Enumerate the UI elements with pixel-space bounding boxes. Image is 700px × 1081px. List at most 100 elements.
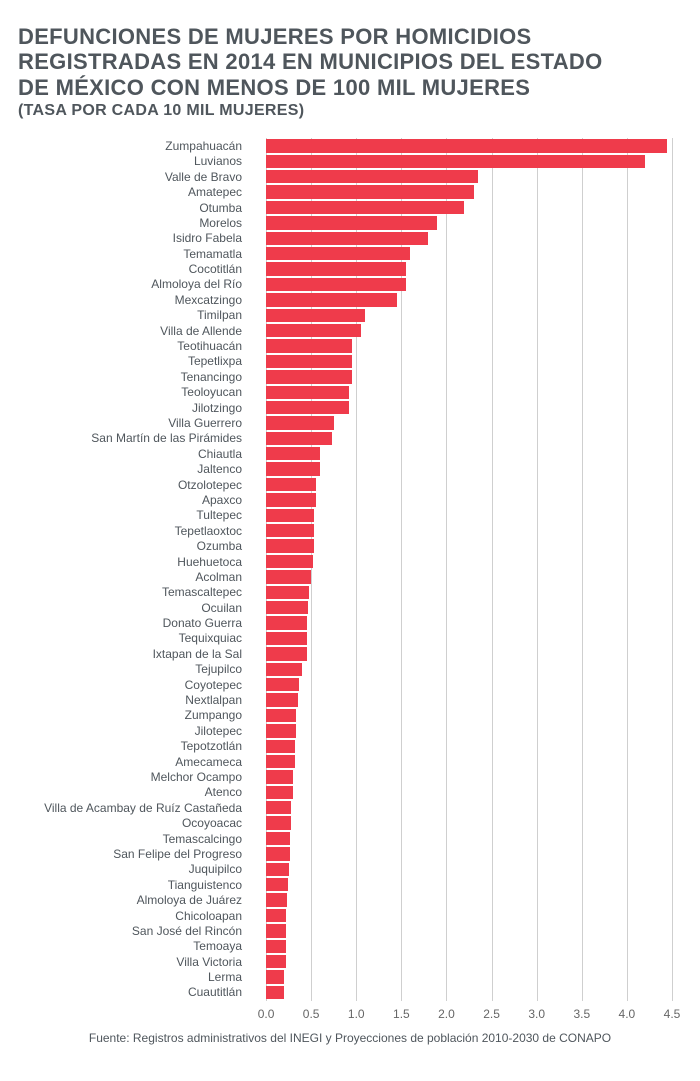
bar	[266, 678, 298, 691]
bar	[266, 185, 473, 198]
bar	[266, 478, 316, 491]
bar-cell	[248, 831, 682, 846]
bar	[266, 709, 296, 722]
bar-cell	[248, 277, 682, 292]
y-label: Villa Guerrero	[18, 416, 248, 430]
bar	[266, 693, 298, 706]
bar-cell	[248, 477, 682, 492]
y-label: Jilotepec	[18, 724, 248, 738]
bar	[266, 201, 464, 214]
y-label: Mexcatzingo	[18, 293, 248, 307]
bar	[266, 447, 320, 460]
bar	[266, 232, 428, 245]
bar-row: Morelos	[18, 215, 682, 230]
bar-row: Melchor Ocampo	[18, 769, 682, 784]
bar	[266, 462, 320, 475]
bar-cell	[248, 246, 682, 261]
title-line: DEFUNCIONES DE MUJERES POR HOMICIDIOS	[18, 24, 532, 49]
bar-row: Juquipilco	[18, 862, 682, 877]
bar-row: Tequixquiac	[18, 631, 682, 646]
y-label: Tepetlixpa	[18, 354, 248, 368]
bar-cell	[248, 677, 682, 692]
bar	[266, 278, 406, 291]
bar-row: Ocoyoacac	[18, 815, 682, 830]
y-label: Acolman	[18, 570, 248, 584]
bar-cell	[248, 400, 682, 415]
bar	[266, 770, 293, 783]
y-label: Chicoloapan	[18, 909, 248, 923]
bar-row: San José del Rincón	[18, 923, 682, 938]
bar-row: Jilotepec	[18, 723, 682, 738]
bar	[266, 755, 295, 768]
bar-row: Ozumba	[18, 538, 682, 553]
bar	[266, 724, 296, 737]
bar-cell	[248, 569, 682, 584]
bar	[266, 940, 286, 953]
bar	[266, 401, 349, 414]
bar-cell	[248, 646, 682, 661]
plot-area: ZumpahuacánLuvianosValle de BravoAmatepe…	[18, 138, 682, 1000]
bar	[266, 555, 313, 568]
y-label: Tequixquiac	[18, 631, 248, 645]
bar-row: Temamatla	[18, 246, 682, 261]
bar-cell	[248, 754, 682, 769]
bar	[266, 216, 437, 229]
bar	[266, 339, 352, 352]
bar	[266, 878, 288, 891]
bar-cell	[248, 538, 682, 553]
bar-row: Amatepec	[18, 184, 682, 199]
bar-row: Tianguistenco	[18, 877, 682, 892]
source-note: Fuente: Registros administrativos del IN…	[18, 1031, 682, 1045]
chart-area: ZumpahuacánLuvianosValle de BravoAmatepe…	[18, 138, 682, 1024]
y-label: Temascaltepec	[18, 585, 248, 599]
bar-cell	[248, 184, 682, 199]
bar-cell	[248, 231, 682, 246]
bar-row: Valle de Bravo	[18, 169, 682, 184]
y-label: Amecameca	[18, 755, 248, 769]
bar-row: Villa Guerrero	[18, 415, 682, 430]
bar-row: Mexcatzingo	[18, 292, 682, 307]
bar	[266, 355, 352, 368]
bar-row: Jaltenco	[18, 461, 682, 476]
bar-cell	[248, 492, 682, 507]
bar-row: Cuautitlán	[18, 985, 682, 1000]
bar-row: Villa de Allende	[18, 323, 682, 338]
y-label: Amatepec	[18, 185, 248, 199]
bar	[266, 863, 289, 876]
bar-row: Villa Victoria	[18, 954, 682, 969]
bar	[266, 740, 295, 753]
bar	[266, 924, 286, 937]
bar	[266, 262, 406, 275]
y-label: Ocoyoacac	[18, 816, 248, 830]
bar-cell	[248, 877, 682, 892]
bar-row: Tepotzotlán	[18, 739, 682, 754]
x-tick-label: 1.0	[348, 1007, 365, 1021]
y-label: Morelos	[18, 216, 248, 230]
y-label: Chiautla	[18, 447, 248, 461]
bar	[266, 847, 290, 860]
bar-row: Tejupilco	[18, 662, 682, 677]
bar-cell	[248, 785, 682, 800]
y-label: Luvianos	[18, 154, 248, 168]
bar-row: Donato Guerra	[18, 615, 682, 630]
y-label: Teoloyucan	[18, 385, 248, 399]
y-label: Tejupilco	[18, 662, 248, 676]
bar-cell	[248, 585, 682, 600]
y-label: Tultepec	[18, 508, 248, 522]
bar	[266, 155, 645, 168]
y-label: Tepotzotlán	[18, 739, 248, 753]
chart-subtitle: (TASA POR CADA 10 MIL MUJERES)	[18, 102, 682, 120]
title-line: REGISTRADAS EN 2014 EN MUNICIPIOS DEL ES…	[18, 49, 603, 74]
bar-cell	[248, 138, 682, 153]
y-label: Donato Guerra	[18, 616, 248, 630]
bar-row: Cocotitlán	[18, 261, 682, 276]
bar-cell	[248, 954, 682, 969]
bar-row: Zumpango	[18, 708, 682, 723]
chart-container: DEFUNCIONES DE MUJERES POR HOMICIDIOSREG…	[0, 0, 700, 1057]
bar	[266, 909, 286, 922]
bar-cell	[248, 461, 682, 476]
bar	[266, 955, 286, 968]
bar-row: Tepetlaoxtoc	[18, 523, 682, 538]
bar-row: Ixtapan de la Sal	[18, 646, 682, 661]
bar-cell	[248, 292, 682, 307]
